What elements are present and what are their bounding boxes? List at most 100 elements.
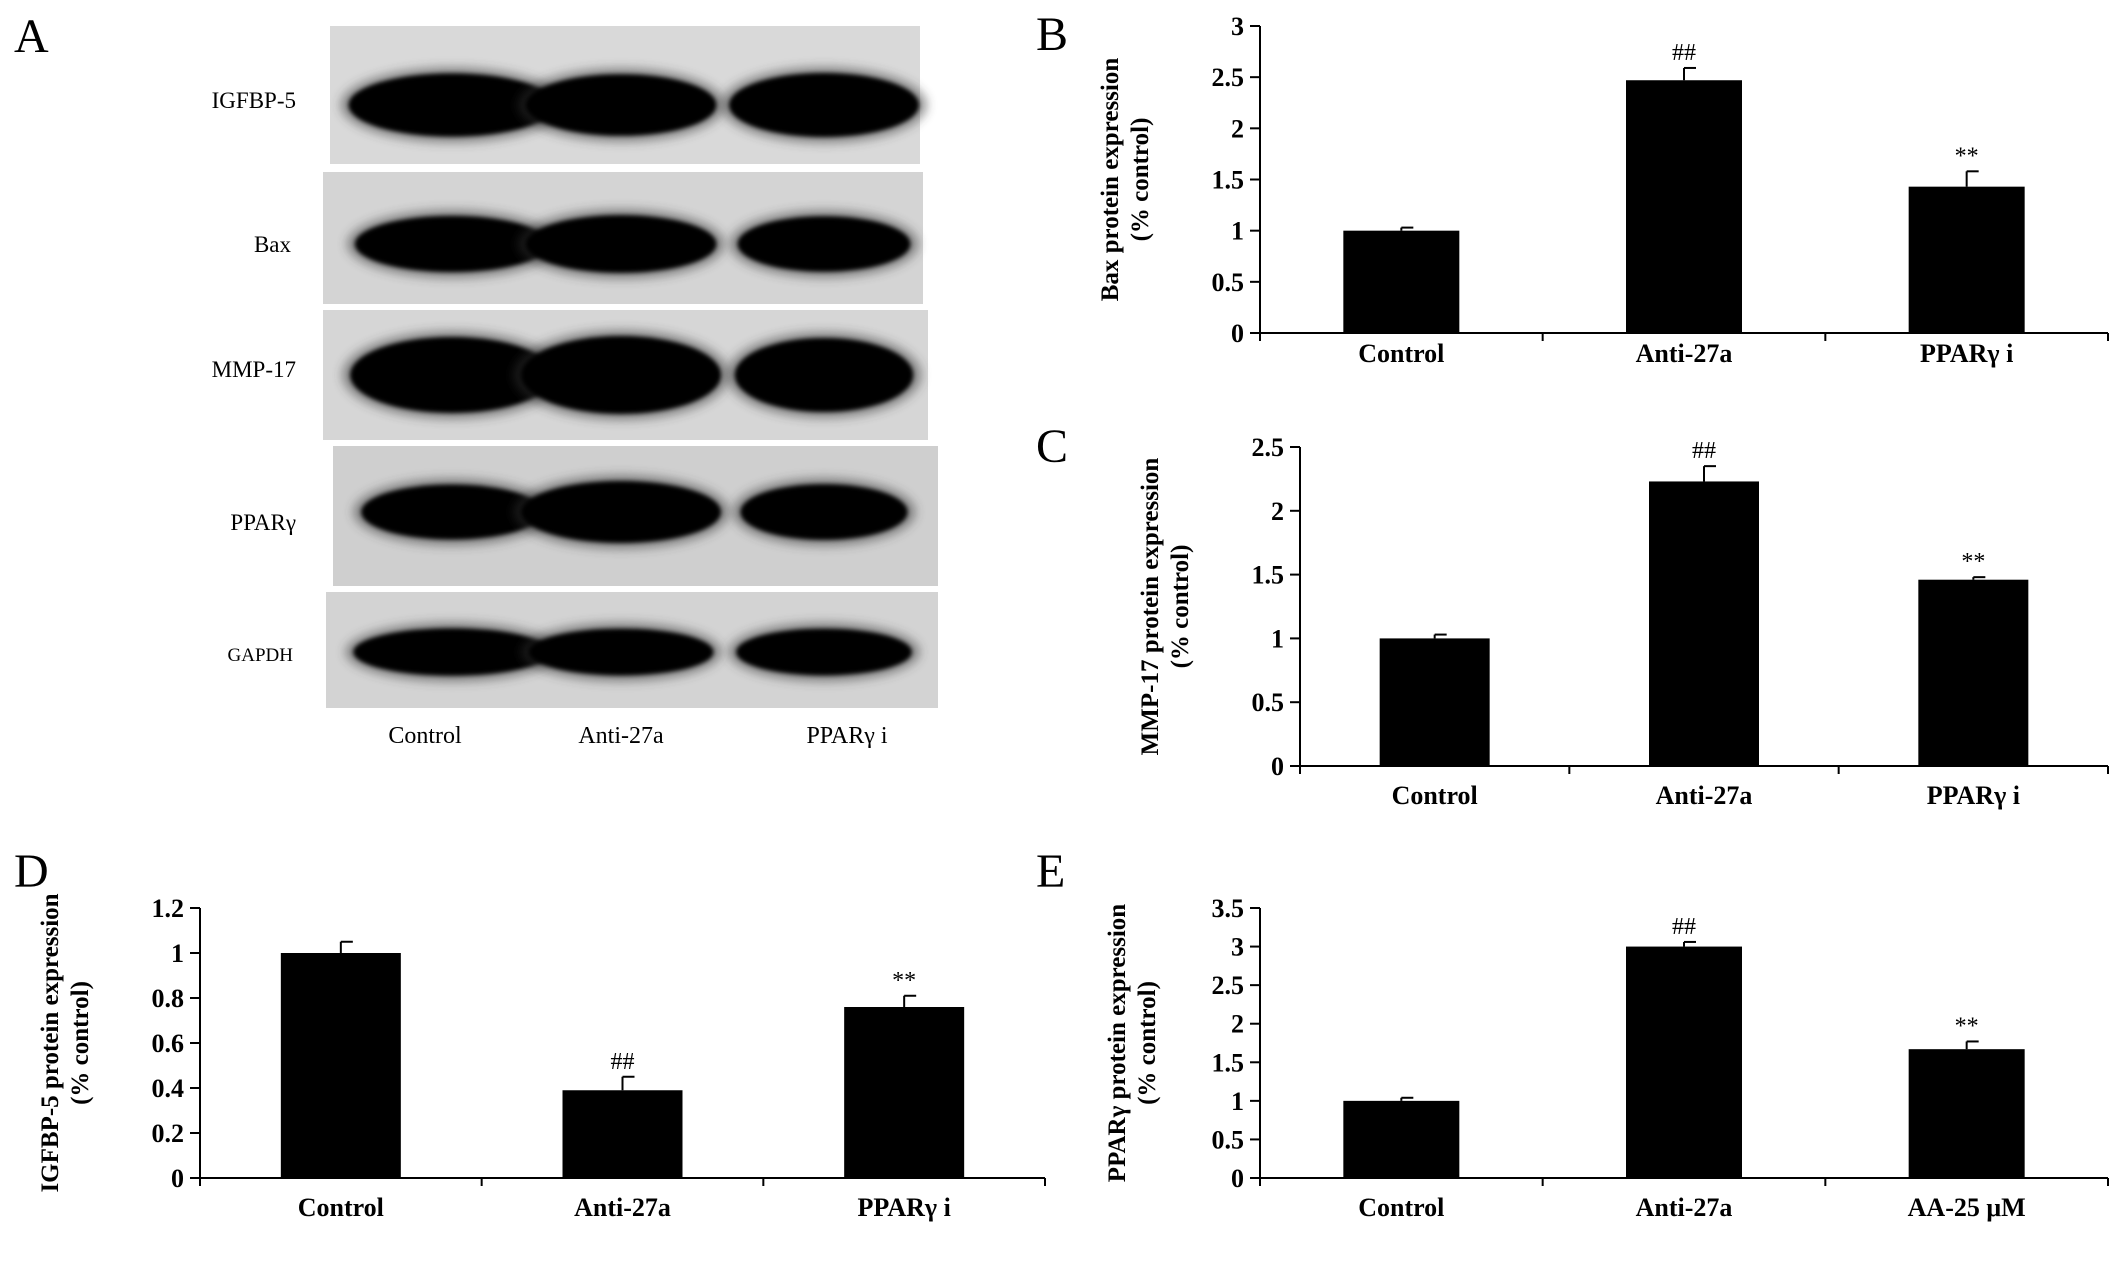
blot-band bbox=[729, 73, 919, 137]
x-tick-label: Control bbox=[1392, 781, 1478, 810]
y-axis-label: IGFBP-5 protein expression bbox=[37, 893, 64, 1192]
y-tick-label: 2.5 bbox=[1252, 433, 1285, 462]
blot-row-label-gapdh: GAPDH bbox=[228, 645, 294, 666]
y-tick-label: 0.6 bbox=[152, 1029, 185, 1058]
blot-band bbox=[525, 215, 717, 273]
blot-row-label-mmp17: MMP-17 bbox=[212, 357, 296, 382]
y-tick-label: 3 bbox=[1231, 933, 1244, 962]
panel-label-d: D bbox=[14, 845, 49, 898]
bar-2 bbox=[1918, 579, 2029, 766]
significance-label: ** bbox=[1955, 1013, 1979, 1039]
y-tick-label: 2 bbox=[1271, 497, 1284, 526]
blot-lane-label-anti27a: Anti-27a bbox=[578, 723, 664, 749]
significance-label: ** bbox=[1955, 143, 1979, 169]
chart-panel-b: B 0 0.5 1 1.5 2 2.5 3 Control ## Anti-27a ** PPARγ … bbox=[1036, 8, 2109, 368]
y-tick-label: 1.5 bbox=[1212, 1048, 1245, 1077]
y-tick-label: 0.5 bbox=[1212, 268, 1245, 297]
significance-label: ## bbox=[1672, 40, 1696, 66]
x-tick-label: Control bbox=[298, 1193, 384, 1222]
blot-band bbox=[353, 628, 551, 676]
y-tick-label: 0 bbox=[1231, 1164, 1244, 1193]
y-axis-label: PPARγ protein expression bbox=[1104, 904, 1131, 1182]
x-tick-label: Control bbox=[1358, 339, 1444, 368]
bar-0 bbox=[280, 953, 401, 1178]
y-axis-label: (% control) bbox=[1134, 981, 1161, 1105]
chart-panel-d: D 0 0.2 0.4 0.6 0.8 1 1.2 Control ## Anti-27a ** PP… bbox=[14, 845, 1046, 1222]
bar-1 bbox=[562, 1090, 683, 1178]
bar-0 bbox=[1343, 1100, 1460, 1178]
y-tick-label: 0.4 bbox=[152, 1074, 185, 1103]
blot-lane-label-control: Control bbox=[388, 723, 462, 749]
bar-0 bbox=[1343, 230, 1460, 333]
significance-label: ## bbox=[1692, 438, 1716, 464]
blot-band bbox=[528, 628, 714, 676]
y-tick-label: 1 bbox=[1271, 624, 1284, 653]
y-tick-label: 0 bbox=[1231, 319, 1244, 348]
x-tick-label: PPARγ i bbox=[858, 1193, 951, 1222]
x-tick-label: Control bbox=[1358, 1193, 1444, 1222]
y-axis-label: (% control) bbox=[67, 981, 94, 1105]
blot-band bbox=[521, 481, 721, 543]
chart-panel-c: C 0 0.5 1 1.5 2 2.5 Control ## Anti-27a ** PPARγ i… bbox=[1036, 420, 2109, 810]
y-tick-label: 1 bbox=[1231, 217, 1244, 246]
x-tick-label: Anti-27a bbox=[1656, 781, 1753, 810]
blot-band bbox=[737, 216, 911, 272]
y-tick-label: 1 bbox=[1231, 1087, 1244, 1116]
blot-band bbox=[525, 74, 717, 136]
blot-row-label-ppary: PPARγ bbox=[230, 510, 296, 535]
blot-lane-label-pparyi: PPARγ i bbox=[806, 723, 887, 749]
y-tick-label: 0.5 bbox=[1212, 1125, 1245, 1154]
panel-label-a: A bbox=[14, 10, 49, 63]
bar-2 bbox=[1908, 1049, 2025, 1178]
x-tick-label: Anti-27a bbox=[1636, 1193, 1733, 1222]
x-tick-label: Anti-27a bbox=[1636, 339, 1733, 368]
y-tick-label: 2.5 bbox=[1212, 971, 1245, 1000]
y-tick-label: 3 bbox=[1231, 12, 1244, 41]
bar-1 bbox=[1649, 481, 1759, 766]
panel-label-c: C bbox=[1036, 420, 1068, 473]
y-axis-label: Bax protein expression bbox=[1097, 58, 1124, 302]
y-tick-label: 0.8 bbox=[152, 984, 185, 1013]
y-axis-label: (% control) bbox=[1167, 545, 1194, 669]
bar-2 bbox=[1908, 186, 2025, 333]
y-axis-label: MMP-17 protein expression bbox=[1137, 458, 1164, 756]
blot-band bbox=[740, 484, 908, 540]
significance-label: ## bbox=[1672, 914, 1696, 940]
y-tick-label: 1.5 bbox=[1252, 561, 1285, 590]
significance-label: ## bbox=[611, 1049, 635, 1075]
y-axis-label: (% control) bbox=[1127, 118, 1154, 242]
blot-band bbox=[350, 336, 554, 414]
x-tick-label: PPARγ i bbox=[1920, 339, 2013, 368]
blot-band bbox=[348, 73, 556, 137]
y-tick-label: 0.5 bbox=[1252, 688, 1285, 717]
blot-strips bbox=[323, 26, 938, 708]
blot-strip-GAPDH bbox=[326, 592, 938, 708]
y-tick-label: 3.5 bbox=[1212, 894, 1245, 923]
panel-label-b: B bbox=[1036, 8, 1068, 61]
bar-1 bbox=[1626, 80, 1742, 333]
x-tick-label: Anti-27a bbox=[574, 1193, 671, 1222]
bar-2 bbox=[844, 1007, 965, 1178]
y-tick-label: 1 bbox=[171, 939, 184, 968]
panel-label-e: E bbox=[1036, 845, 1065, 898]
y-tick-label: 1.5 bbox=[1212, 166, 1245, 195]
bar-0 bbox=[1379, 638, 1490, 766]
bar-1 bbox=[1626, 946, 1742, 1178]
blot-band bbox=[736, 628, 912, 676]
y-tick-label: 0 bbox=[1271, 752, 1284, 781]
x-tick-label: PPARγ i bbox=[1927, 781, 2020, 810]
blot-row-label-igfbp5: IGFBP-5 bbox=[212, 88, 296, 113]
blot-band bbox=[361, 484, 543, 540]
y-tick-label: 2 bbox=[1231, 1010, 1244, 1039]
y-tick-label: 0 bbox=[171, 1164, 184, 1193]
y-tick-label: 2.5 bbox=[1212, 63, 1245, 92]
blot-strip-IGFBP-5 bbox=[330, 26, 927, 164]
blot-band bbox=[521, 336, 721, 414]
significance-label: ** bbox=[892, 968, 916, 994]
blot-panel: A IGFBP-5 Bax MMP-17 PPARγ GAPDH Control… bbox=[14, 10, 938, 749]
blot-band bbox=[734, 337, 914, 413]
blot-strip-Bax bbox=[323, 172, 923, 304]
blot-strip-PPARγ bbox=[333, 446, 938, 586]
blot-strip-MMP-17 bbox=[323, 310, 928, 440]
